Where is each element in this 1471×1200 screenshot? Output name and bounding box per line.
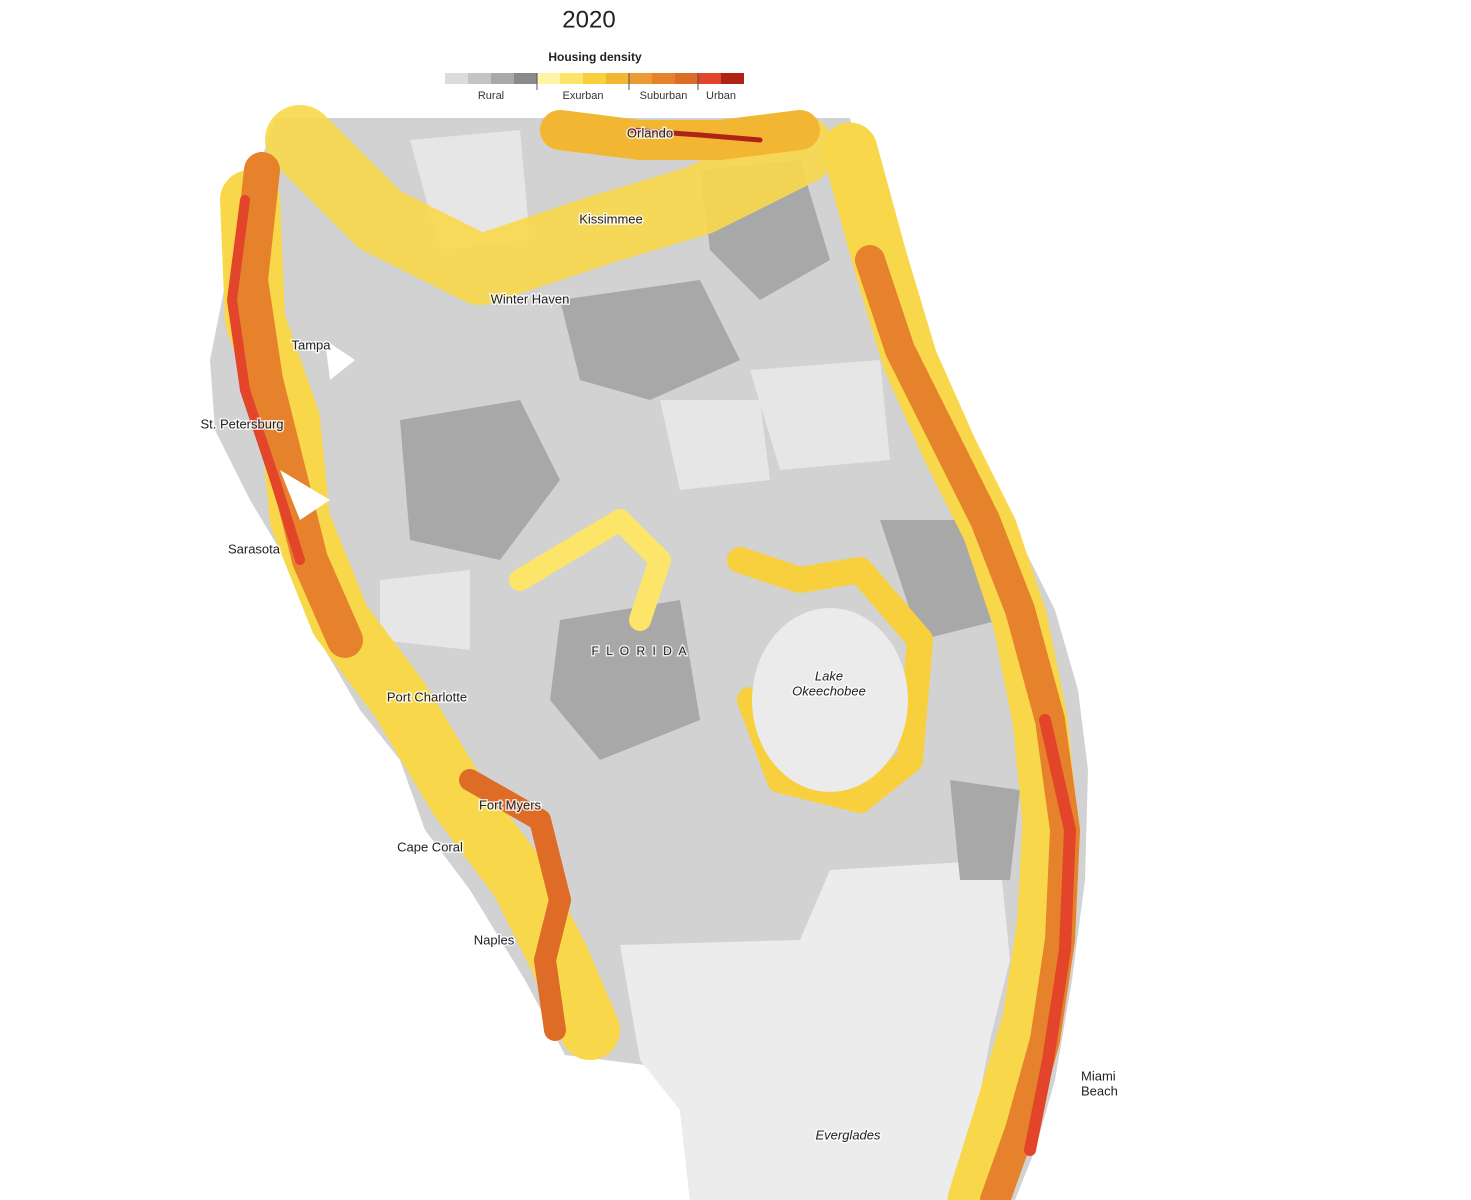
place-label: Sarasota	[228, 541, 281, 556]
legend-swatch	[537, 73, 560, 84]
legend-title: Housing density	[548, 50, 642, 64]
legend-swatch	[606, 73, 629, 84]
place-label: Orlando	[627, 125, 673, 140]
legend-swatch	[675, 73, 698, 84]
place-label: Everglades	[815, 1127, 881, 1142]
legend-swatch	[468, 73, 491, 84]
lake	[752, 608, 908, 792]
legend-swatch	[560, 73, 583, 84]
place-label: Okeechobee	[792, 683, 866, 698]
legend-label: Exurban	[563, 90, 604, 102]
place-label: Winter Haven	[491, 291, 570, 306]
place-label: F L O R I D A	[592, 644, 689, 658]
map-title: 2020	[562, 6, 615, 33]
legend-swatch	[652, 73, 675, 84]
place-label: Tampa	[291, 337, 331, 352]
map-land	[210, 105, 1088, 1200]
place-label: Fort Myers	[479, 797, 542, 812]
legend-label: Urban	[706, 90, 736, 102]
legend-swatch	[514, 73, 537, 84]
place-label: Kissimmee	[579, 211, 643, 226]
place-label: Cape Coral	[397, 839, 463, 854]
legend-swatch	[491, 73, 514, 84]
legend-swatch	[445, 73, 468, 84]
light-patches	[380, 130, 890, 650]
everglades	[620, 860, 1010, 1200]
density-belts	[220, 105, 1080, 1200]
place-label: Port Charlotte	[387, 689, 467, 704]
place-label: Lake	[815, 668, 843, 683]
place-labels: Orlando Kissimmee Winter Haven Tampa St. Pet…	[199, 124, 1119, 1144]
legend-label: Suburban	[640, 90, 688, 102]
legend-label: Rural	[478, 90, 504, 102]
legend: Housing density Rural Exurban Suburban Urba…	[445, 50, 744, 102]
legend-swatch	[721, 73, 744, 84]
legend-swatch	[583, 73, 606, 84]
rural-patches	[400, 160, 1020, 880]
legend-swatch	[698, 73, 721, 84]
place-label: Naples	[474, 932, 515, 947]
place-label: Miami	[1081, 1068, 1116, 1083]
place-label: Beach	[1081, 1083, 1118, 1098]
legend-swatch	[629, 73, 652, 84]
place-label: St. Petersburg	[200, 416, 283, 431]
bay	[280, 340, 355, 520]
